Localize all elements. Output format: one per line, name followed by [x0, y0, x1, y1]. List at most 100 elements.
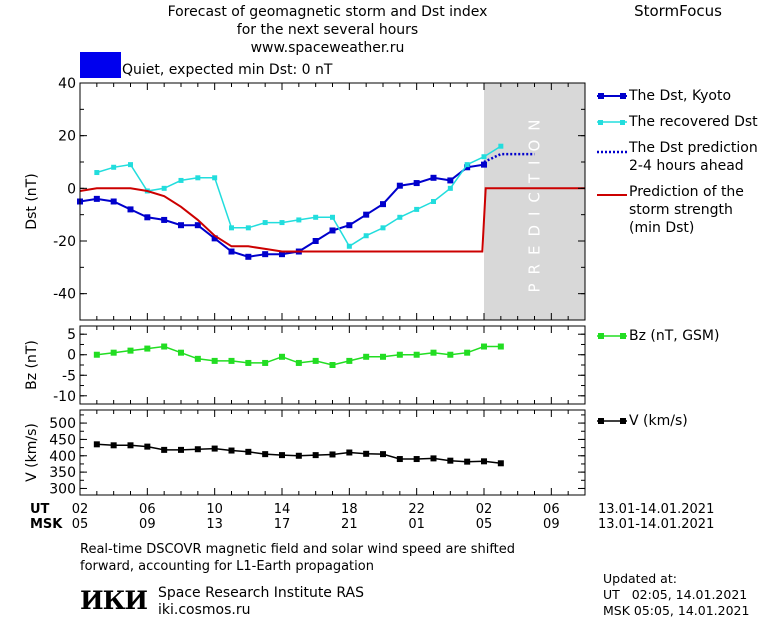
ut-date-range: 13.01-14.01.2021: [598, 502, 714, 517]
series-line: [483, 152, 535, 164]
legend-prediction-label-2: 2-4 hours ahead: [629, 158, 744, 174]
y-tick-label: -40: [53, 287, 76, 303]
data-point: [228, 357, 235, 364]
data-point: [161, 216, 168, 223]
data-point: [93, 195, 100, 202]
y-axis-label: Dst (nT): [24, 173, 40, 229]
x-tick-label-msk: 17: [274, 517, 291, 532]
data-point: [346, 243, 352, 249]
legend-storm-label: Prediction of the: [629, 184, 744, 200]
data-point: [144, 345, 151, 352]
y-tick-label: 0: [67, 181, 76, 197]
data-point: [497, 460, 504, 467]
data-point: [93, 441, 100, 448]
data-point: [211, 235, 218, 242]
chart-title-line-2: for the next several hours: [236, 22, 419, 38]
data-point: [431, 199, 436, 204]
updated-label: Updated at:: [603, 571, 677, 586]
x-tick-label-ut: 02: [72, 502, 89, 517]
data-point: [127, 347, 134, 354]
data-point: [380, 451, 386, 458]
data-point: [161, 343, 168, 350]
institute-site[interactable]: iki.cosmos.ru: [158, 602, 251, 618]
data-point: [447, 351, 454, 358]
data-point: [128, 162, 133, 168]
data-point: [497, 343, 504, 350]
x-tick-label-msk: 09: [543, 517, 560, 532]
data-point: [329, 227, 336, 234]
website-url[interactable]: www.spaceweather.ru: [250, 40, 405, 56]
legend-v-marker: [620, 418, 626, 424]
data-point: [279, 353, 285, 360]
y-axis-label: Bz (nT): [24, 340, 40, 390]
y-tick-label: 5: [67, 327, 76, 343]
series-line: [79, 163, 485, 258]
data-point: [127, 442, 134, 449]
data-point: [380, 225, 386, 231]
data-point: [178, 177, 184, 183]
x-tick-label-ut: 18: [341, 502, 358, 517]
legend-recovered-marker: [598, 120, 603, 125]
x-tick-label-ut: 14: [274, 502, 291, 517]
data-point: [228, 447, 235, 454]
data-point: [464, 458, 471, 465]
data-point: [245, 448, 252, 455]
data-point: [396, 182, 403, 189]
legend-bz-marker: [598, 333, 604, 339]
data-point: [262, 451, 269, 458]
data-point: [178, 446, 184, 453]
updated-msk: MSK 05:05, 14.01.2021: [603, 603, 750, 618]
data-point: [279, 452, 285, 459]
series-line: [79, 187, 585, 253]
data-point: [245, 225, 251, 231]
data-point: [279, 251, 285, 258]
x-tick-label-msk: 13: [206, 517, 223, 532]
x-tick-label-msk: 09: [139, 517, 156, 532]
y-tick-label: -20: [53, 234, 76, 250]
data-point: [110, 349, 117, 356]
brand-name: StormFocus: [634, 2, 722, 20]
prediction-label: PREDICTION: [526, 110, 544, 292]
institute-name: Space Research Institute RAS: [158, 585, 364, 601]
legend-v-marker: [598, 418, 604, 424]
y-tick-label: -10: [53, 389, 76, 405]
data-point: [178, 349, 184, 356]
legend-bz-label: Bz (nT, GSM): [629, 328, 719, 344]
footer-note-line-1: Real-time DSCOVR magnetic field and sola…: [80, 542, 516, 557]
data-point: [262, 220, 268, 226]
data-point: [245, 359, 252, 366]
data-point: [481, 161, 487, 168]
data-point: [144, 443, 151, 450]
data-point: [481, 343, 487, 350]
y-tick-label: 300: [49, 481, 76, 497]
y-tick-label: 0: [67, 348, 76, 364]
data-point: [110, 198, 117, 205]
legend-v-label: V (km/s): [629, 413, 688, 429]
data-point: [93, 351, 100, 358]
data-point: [430, 455, 437, 462]
data-point: [380, 353, 386, 360]
data-point: [312, 357, 319, 364]
data-point: [346, 222, 353, 229]
data-point: [262, 251, 269, 258]
legend-recovered-label: The recovered Dst: [628, 114, 758, 130]
bz-panel-frame: [79, 325, 586, 405]
x-tick-label-ut: 02: [476, 502, 493, 517]
y-tick-label: 500: [49, 416, 76, 432]
data-point: [481, 458, 487, 465]
quiet-status-swatch: [80, 52, 121, 78]
data-point: [414, 206, 420, 212]
data-point: [363, 353, 370, 360]
data-point: [363, 450, 370, 457]
chart-title-line-1: Forecast of geomagnetic storm and Dst in…: [167, 4, 488, 20]
x-tick-label-msk: 05: [72, 517, 89, 532]
x-tick-label-ut: 06: [543, 502, 560, 517]
data-point: [430, 174, 437, 181]
x-tick-label-msk: 21: [341, 517, 358, 532]
data-point: [397, 214, 403, 220]
ut-axis-label: UT: [30, 502, 50, 517]
iki-logo: ИКИ: [80, 586, 148, 615]
data-point: [464, 164, 471, 171]
data-point: [313, 214, 319, 220]
x-tick-label-msk: 05: [476, 517, 493, 532]
